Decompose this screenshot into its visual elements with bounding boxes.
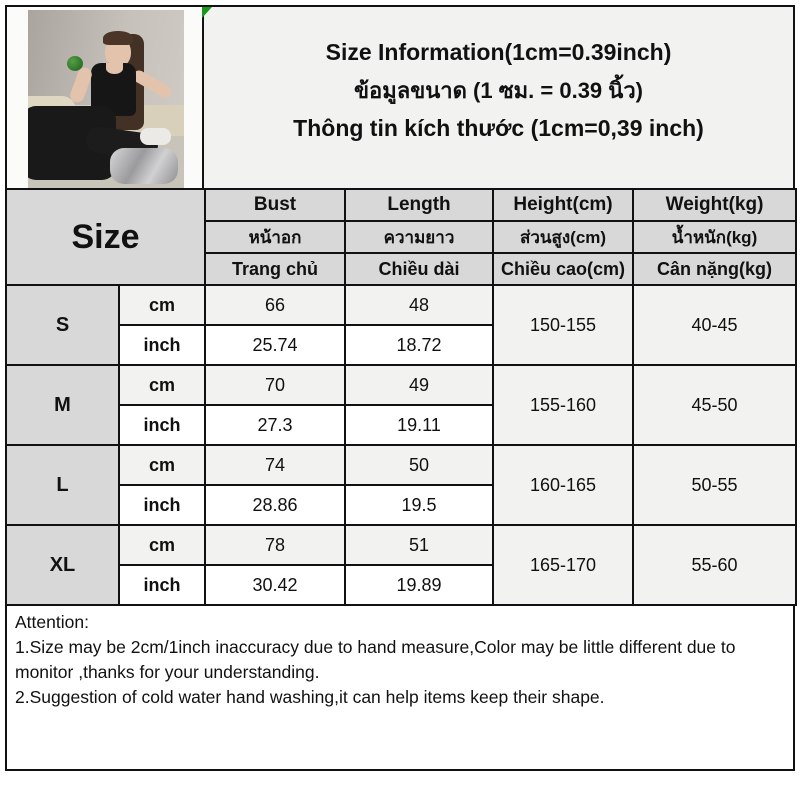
m-height-range: 155-160 bbox=[492, 364, 635, 446]
col-header-height-th: ส่วนสูง(cm) bbox=[492, 220, 635, 254]
header-row-vietnamese: Trang chủ Chiều dài Chiều cao(cm) Cân nặ… bbox=[6, 252, 798, 286]
xl-bust-inch: 30.42 bbox=[204, 564, 347, 606]
m-bust-cm: 70 bbox=[204, 364, 347, 406]
xl-bust-cm: 78 bbox=[204, 524, 347, 566]
col-header-length-vi: Chiều dài bbox=[344, 252, 495, 286]
l-weight-range: 50-55 bbox=[632, 444, 798, 526]
l-height-range: 160-165 bbox=[492, 444, 635, 526]
xl-weight-range: 55-60 bbox=[632, 524, 798, 606]
l-length-inch: 19.5 bbox=[344, 484, 495, 526]
s-bust-inch: 25.74 bbox=[204, 324, 347, 366]
size-label-s: S bbox=[5, 284, 120, 366]
unit-inch-m: inch bbox=[117, 404, 207, 446]
title-vietnamese: Thông tin kích thước (1cm=0,39 inch) bbox=[293, 115, 704, 141]
unit-inch-xl: inch bbox=[117, 564, 207, 606]
row-l-cm: L cm 74 50 160-165 50-55 bbox=[5, 444, 798, 526]
col-header-length-en: Length bbox=[344, 188, 495, 222]
size-corner-header: Size bbox=[4, 188, 207, 286]
xl-height-range: 165-170 bbox=[492, 524, 635, 606]
s-length-cm: 48 bbox=[344, 284, 495, 326]
col-header-bust-vi: Trang chủ bbox=[204, 252, 347, 286]
title-block: Size Information(1cm=0.39inch) ข้อมูลขนา… bbox=[202, 7, 793, 188]
photo-silver-bag bbox=[110, 148, 178, 184]
l-bust-inch: 28.86 bbox=[204, 484, 347, 526]
size-label-m: M bbox=[5, 364, 120, 446]
row-s-inch: inch 25.74 18.72 bbox=[6, 324, 796, 366]
size-table: Size Bust Length Height(cm) Weight(kg) ห… bbox=[4, 188, 798, 606]
col-header-weight-en: Weight(kg) bbox=[632, 188, 798, 222]
m-weight-range: 45-50 bbox=[632, 364, 798, 446]
unit-cm-s: cm bbox=[117, 284, 207, 326]
unit-cm-xl: cm bbox=[117, 524, 207, 566]
photo-green-fruit bbox=[67, 56, 83, 71]
col-header-height-vi: Chiều cao(cm) bbox=[492, 252, 635, 286]
photo-neckline bbox=[106, 63, 123, 74]
product-photo bbox=[28, 10, 184, 188]
m-length-cm: 49 bbox=[344, 364, 495, 406]
photo-model-left-arm bbox=[68, 65, 94, 105]
row-s-cm: S cm 66 48 150-155 40-45 bbox=[5, 284, 798, 366]
col-header-height-en: Height(cm) bbox=[492, 188, 635, 222]
row-xl-cm: XL cm 78 51 165-170 55-60 bbox=[5, 524, 798, 606]
attention-heading: Attention: bbox=[15, 612, 89, 632]
row-m-cm: M cm 70 49 155-160 45-50 bbox=[5, 364, 798, 446]
size-chart-content: Size Information(1cm=0.39inch) ข้อมูลขนา… bbox=[4, 5, 798, 771]
green-flag-marker-icon bbox=[202, 7, 212, 18]
s-weight-range: 40-45 bbox=[632, 284, 798, 366]
row-m-inch: inch 27.3 19.11 bbox=[6, 404, 796, 446]
product-photo-cell bbox=[7, 7, 204, 188]
unit-cm-m: cm bbox=[117, 364, 207, 406]
col-header-length-th: ความยาว bbox=[344, 220, 495, 254]
attention-note-2: 2.Suggestion of cold water hand washing,… bbox=[15, 686, 605, 707]
col-header-weight-vi: Cân nặng(kg) bbox=[632, 252, 798, 286]
l-bust-cm: 74 bbox=[204, 444, 347, 486]
col-header-bust-th: หน้าอก bbox=[204, 220, 347, 254]
col-header-weight-th: น้ำหนัก(kg) bbox=[632, 220, 798, 254]
col-header-bust-en: Bust bbox=[204, 188, 347, 222]
l-length-cm: 50 bbox=[344, 444, 495, 486]
row-l-inch: inch 28.86 19.5 bbox=[6, 484, 796, 526]
header-row-english: Size Bust Length Height(cm) Weight(kg) bbox=[4, 188, 798, 286]
header-row-thai: หน้าอก ความยาว ส่วนสูง(cm) น้ำหนัก(kg) bbox=[6, 220, 798, 254]
unit-inch-l: inch bbox=[117, 484, 207, 526]
photo-model-bangs bbox=[103, 31, 133, 45]
s-length-inch: 18.72 bbox=[344, 324, 495, 366]
unit-cm-l: cm bbox=[117, 444, 207, 486]
m-bust-inch: 27.3 bbox=[204, 404, 347, 446]
m-length-inch: 19.11 bbox=[344, 404, 495, 446]
photo-white-sock bbox=[140, 128, 171, 145]
s-bust-cm: 66 bbox=[204, 284, 347, 326]
size-label-l: L bbox=[5, 444, 120, 526]
header-section: Size Information(1cm=0.39inch) ข้อมูลขนา… bbox=[5, 5, 795, 190]
s-height-range: 150-155 bbox=[492, 284, 635, 366]
title-thai: ข้อมูลขนาด (1 ซม. = 0.39 นิ้ว) bbox=[353, 78, 643, 103]
xl-length-inch: 19.89 bbox=[344, 564, 495, 606]
unit-inch-s: inch bbox=[117, 324, 207, 366]
xl-length-cm: 51 bbox=[344, 524, 495, 566]
title-english: Size Information(1cm=0.39inch) bbox=[325, 39, 672, 65]
attention-box: Attention: 1.Size may be 2cm/1inch inacc… bbox=[5, 604, 795, 771]
attention-note-1: 1.Size may be 2cm/1inch inaccuracy due t… bbox=[15, 636, 736, 682]
size-label-xl: XL bbox=[5, 524, 120, 606]
